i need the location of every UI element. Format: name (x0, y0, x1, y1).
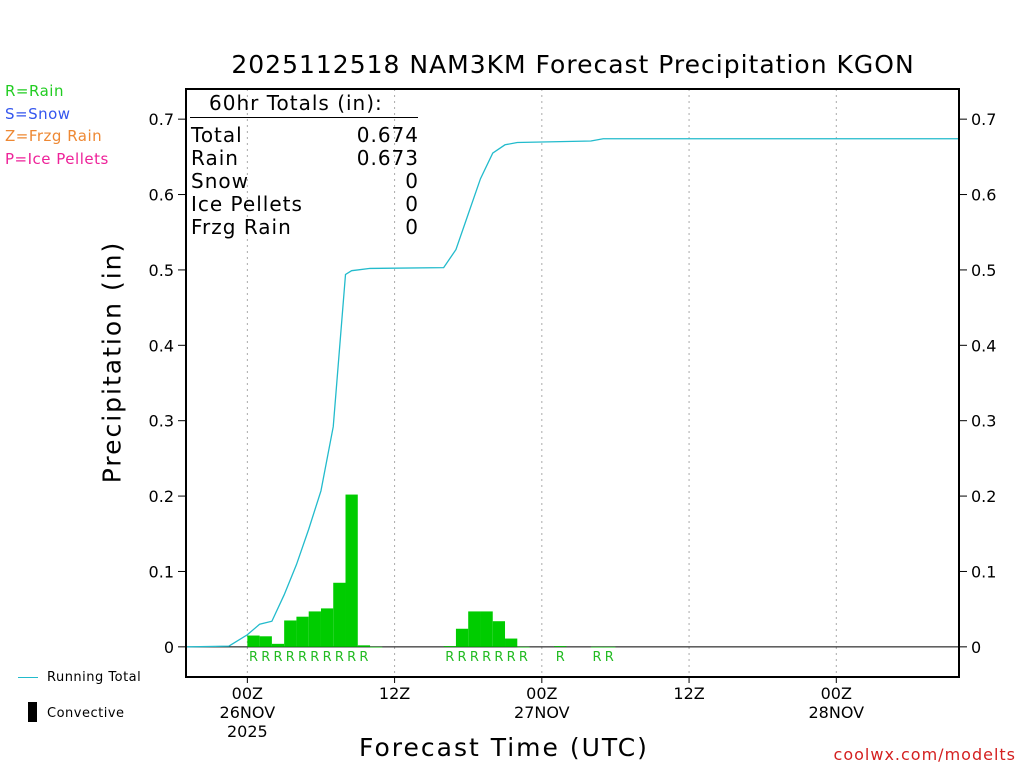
totals-divider (190, 117, 418, 118)
y-tick-label-right: 0.3 (971, 412, 996, 431)
x-tick-label: 00Z (526, 684, 557, 703)
y-tick-label-right: 0.6 (971, 186, 996, 205)
totals-value-rain: 0.673 (356, 146, 419, 170)
totals-value-snow: 0 (405, 169, 419, 193)
precip-bar (492, 621, 506, 647)
precip-type-label: R (310, 650, 319, 665)
y-tick-label-right: 0 (971, 638, 981, 657)
precip-bar (480, 611, 493, 647)
precip-bar (271, 643, 285, 647)
precip-bar (554, 646, 567, 647)
running-total-line (185, 138, 959, 648)
precip-bar (455, 628, 469, 647)
precip-bar (443, 646, 456, 647)
x-axis-label: Forecast Time (UTC) (359, 733, 649, 762)
y-tick-label-left: 0.4 (149, 336, 174, 355)
legend-ice-pellets: P=Ice Pellets (5, 150, 109, 168)
precip-type-label: R (470, 650, 479, 665)
precip-type-label: R (458, 650, 467, 665)
y-tick-label-left: 0.2 (149, 487, 174, 506)
y-tick-label-right: 0.2 (971, 487, 996, 506)
precip-type-label: R (298, 650, 307, 665)
totals-value-ice-pellets: 0 (405, 192, 419, 216)
totals-label-ice-pellets: Ice Pellets (191, 192, 303, 216)
precip-bar (603, 646, 616, 648)
precip-type-label: R (494, 650, 503, 665)
running-total-swatch (18, 677, 38, 678)
convective-swatch (28, 702, 37, 722)
precip-type-label: R (274, 650, 283, 665)
x-tick-label: 2025 (227, 722, 268, 741)
precip-bar (284, 620, 297, 647)
precip-type-label: R (507, 650, 516, 665)
x-tick-label: 12Z (379, 684, 410, 703)
x-tick-label: 00Z (232, 684, 263, 703)
x-tick-label: 12Z (673, 684, 704, 703)
precip-type-label: R (593, 650, 602, 665)
x-tick-label: 00Z (821, 684, 852, 703)
convective-legend: Convective (47, 706, 125, 721)
totals-label-rain: Rain (191, 146, 239, 170)
precip-bar (308, 611, 321, 647)
precip-type-label: R (556, 650, 565, 665)
legend-snow: S=Snow (5, 105, 71, 123)
precip-type-label: R (347, 650, 356, 665)
totals-label-total: Total (191, 123, 243, 147)
precip-type-label: R (335, 650, 344, 665)
y-tick-label-left: 0.5 (149, 261, 174, 280)
precip-type-label: R (249, 650, 258, 665)
precip-type-label: R (359, 650, 368, 665)
y-tick-label-left: 0.7 (149, 110, 174, 129)
totals-value-total: 0.674 (356, 123, 419, 147)
legend-freezing-rain: Z=Frzg Rain (5, 127, 103, 145)
precip-bar (590, 646, 604, 648)
precip-type-label: R (323, 650, 332, 665)
y-tick-label-right: 0.1 (971, 562, 996, 581)
precip-type-label: R (445, 650, 454, 665)
y-tick-label-left: 0.6 (149, 186, 174, 205)
x-tick-label: 28NOV (809, 703, 865, 722)
precip-bar (259, 636, 272, 647)
totals-label-freezing-rain: Frzg Rain (191, 215, 292, 239)
legend-rain: R=Rain (5, 82, 64, 100)
precip-type-label: R (482, 650, 491, 665)
y-tick-label-right: 0.7 (971, 110, 996, 129)
plot-frame (185, 88, 960, 678)
precip-bar (320, 608, 334, 647)
x-tick-label: 27NOV (514, 703, 570, 722)
precip-bar (370, 646, 383, 648)
x-tick-label: 26NOV (220, 703, 276, 722)
precip-type-label: R (605, 650, 614, 665)
totals-label-snow: Snow (191, 169, 249, 193)
precip-bar (517, 646, 530, 648)
precip-bar (505, 638, 518, 647)
precip-bar (247, 635, 260, 647)
precip-type-label: R (286, 650, 295, 665)
y-axis-label: Precipitation (in) (97, 240, 127, 484)
y-tick-label-right: 0.5 (971, 261, 996, 280)
y-tick-label-left: 0.1 (149, 562, 174, 581)
y-tick-label-left: 0.3 (149, 412, 174, 431)
chart-title: 2025112518 NAM3KM Forecast Precipitation… (231, 50, 915, 79)
totals-value-freezing-rain: 0 (405, 215, 419, 239)
y-tick-label-right: 0.4 (971, 336, 996, 355)
precip-bar (468, 611, 481, 647)
credit-link[interactable]: coolwx.com/modelts (833, 745, 1016, 764)
y-tick-label-left: 0 (164, 638, 174, 657)
precip-bar (296, 616, 309, 647)
running-total-legend: Running Total (47, 670, 142, 685)
precip-type-label: R (261, 650, 270, 665)
totals-header: 60hr Totals (in): (209, 91, 383, 115)
precip-bar (357, 645, 371, 647)
precip-bar (345, 494, 358, 647)
precip-bar (333, 582, 346, 647)
precip-type-label: R (519, 650, 528, 665)
